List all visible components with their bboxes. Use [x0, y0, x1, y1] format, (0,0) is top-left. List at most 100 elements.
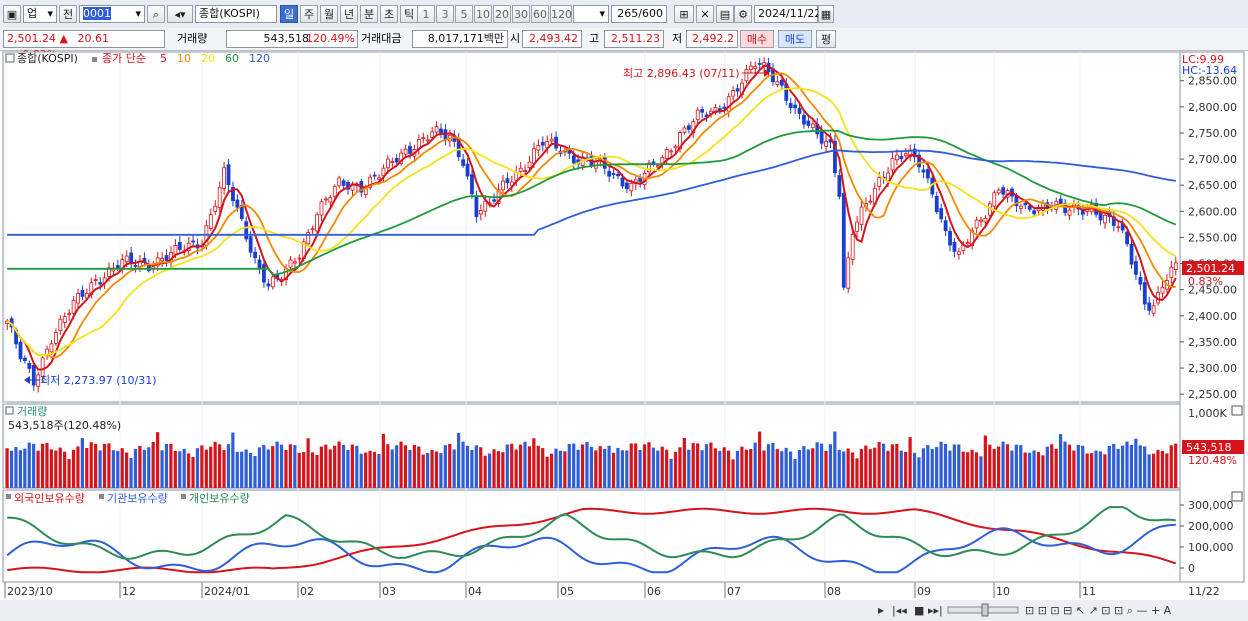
volume-bar [337, 441, 341, 488]
candle-body [124, 255, 129, 263]
period-button-4[interactable]: 분 [360, 5, 378, 23]
volume-bar [98, 450, 102, 488]
volume-bar [620, 450, 624, 488]
panel-close-icon[interactable] [1231, 405, 1243, 416]
crosshair-icon[interactable]: ✕ [696, 5, 714, 23]
candle-body [850, 234, 855, 260]
eval-button[interactable]: 평 [816, 30, 836, 48]
volume-bar [395, 445, 399, 488]
volume-box: 543,518 120.49% [226, 30, 358, 48]
speaker-icon[interactable]: ◂▾ [167, 5, 193, 23]
count-field[interactable]: 265/600 [611, 5, 667, 23]
date-field[interactable]: 2024/11/22 [754, 5, 821, 23]
period-button-0[interactable]: 일 [280, 5, 298, 23]
candle-body [523, 170, 528, 172]
candle-body [979, 219, 983, 222]
candle-body [846, 257, 851, 289]
gear-icon[interactable]: ⚙ [734, 5, 752, 23]
prev-button[interactable]: 전 [59, 5, 77, 23]
low-label: 저 [672, 32, 683, 45]
volume-bar [859, 449, 864, 488]
candle-body [983, 217, 988, 223]
volume-y-tick: 1,000K [1188, 407, 1227, 420]
volume-bar [147, 447, 151, 488]
code-input[interactable]: 0001 ▾ [79, 5, 145, 23]
scroll-thumb[interactable] [981, 603, 989, 617]
scroll-right-icon[interactable]: ▸ [878, 603, 884, 617]
volume-bar [443, 445, 447, 488]
volume-bar [85, 447, 89, 488]
candle-body [532, 148, 536, 164]
volume-bar [439, 453, 443, 488]
count-value: 265 [617, 7, 639, 20]
period-button-6[interactable]: 틱 [400, 5, 418, 23]
volume-bar [735, 450, 740, 488]
interval-button-1[interactable]: 1 [417, 5, 435, 23]
volume-bar [850, 452, 855, 488]
volume-bar [129, 458, 133, 488]
interval-button-5[interactable]: 5 [455, 5, 473, 23]
candle-body [62, 316, 67, 323]
volume-bar [824, 450, 828, 488]
interval-button-120[interactable]: 120 [550, 5, 572, 23]
period-button-1[interactable]: 주 [300, 5, 318, 23]
volume-bar [930, 449, 934, 488]
interval-button-10[interactable]: 10 [474, 5, 492, 23]
high-value: 2,511.23 [604, 30, 664, 48]
chart-tools-icon[interactable]: ⊞ [674, 5, 694, 23]
calendar-icon[interactable]: ▦ [818, 5, 834, 23]
volume-bar [589, 446, 594, 488]
volume-bar [262, 444, 266, 488]
volume-bar [1067, 444, 1072, 488]
volume-bar [842, 451, 846, 488]
volume-bar [917, 457, 921, 488]
volume-bar [293, 445, 297, 488]
window-layout-icon[interactable]: ▣ [3, 5, 21, 23]
interval-button-60[interactable]: 60 [531, 5, 549, 23]
interval-button-20[interactable]: 20 [493, 5, 511, 23]
volume-bar [886, 450, 890, 488]
buy-button[interactable]: 매수 [740, 30, 774, 48]
interval-button-30[interactable]: 30 [512, 5, 530, 23]
volume-bar [399, 441, 403, 488]
volume-bar [1014, 444, 1018, 488]
volume-bar [740, 446, 744, 488]
volume-bar [625, 450, 629, 488]
period-button-2[interactable]: 월 [320, 5, 338, 23]
volume-bar [771, 442, 775, 488]
interval-button-3[interactable]: 3 [436, 5, 454, 23]
period-button-3[interactable]: 년 [340, 5, 358, 23]
candle-body [757, 63, 762, 65]
high-label: 고 [589, 32, 600, 45]
candle-body [160, 257, 165, 262]
search-icon[interactable]: ⌕ [147, 5, 165, 23]
save-icon[interactable]: ▤ [716, 5, 734, 23]
volume-bar [350, 444, 354, 488]
market-select[interactable]: 업 ▾ [23, 5, 57, 23]
open-value: 2,493.42 [522, 30, 582, 48]
interval-select[interactable]: ▾ [573, 5, 609, 23]
volume-bar [1147, 454, 1151, 488]
first-page-icon[interactable]: |◂◂ [892, 604, 907, 617]
chart-options-icon[interactable]: ⊡ ⊡ ⊡ ⊟ ↖ ↗ ⊡ ⊡ ⌕ — + A [1025, 604, 1172, 617]
volume-bar [390, 449, 394, 488]
lc-label: LC:9.99 [1182, 53, 1224, 66]
panel-close-icon[interactable] [1231, 491, 1243, 502]
last-page-icon[interactable]: ▸▸| [928, 604, 943, 617]
candle-body [332, 186, 337, 197]
volume-bar [881, 443, 886, 488]
volume-bar [611, 452, 616, 488]
candle-body [686, 125, 691, 130]
volume-bar [54, 450, 58, 488]
chevron-down-icon: ▾ [599, 7, 605, 20]
candle-body [833, 140, 837, 174]
stop-icon[interactable]: ■ [914, 604, 924, 617]
period-button-5[interactable]: 초 [380, 5, 398, 23]
legend-bullet-icon [181, 494, 186, 499]
volume-bar [1125, 441, 1129, 488]
candle-body [71, 300, 76, 314]
sell-button[interactable]: 매도 [778, 30, 812, 48]
candle-body [54, 332, 58, 344]
volume-bar [235, 451, 239, 488]
